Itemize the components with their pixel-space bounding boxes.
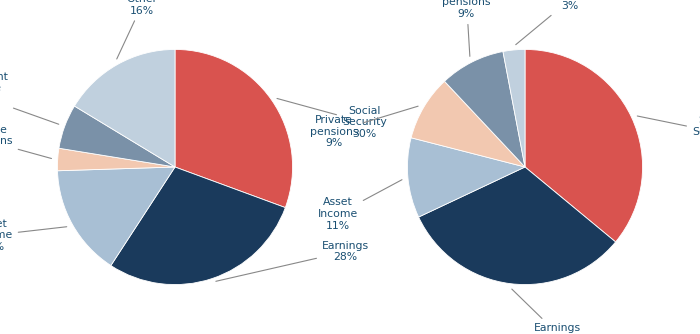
Text: Social
Security
30%: Social Security 30% [277, 99, 386, 139]
Wedge shape [411, 81, 525, 167]
Text: Asset
Income
11%: Asset Income 11% [318, 180, 402, 231]
Text: Social
Security
36%: Social Security 36% [637, 115, 700, 148]
Text: Asset
Income
15%: Asset Income 15% [0, 218, 66, 252]
Wedge shape [59, 106, 175, 167]
Text: Private
pensions
3%: Private pensions 3% [0, 125, 52, 159]
Wedge shape [175, 49, 293, 208]
Text: Earnings
32%: Earnings 32% [512, 289, 582, 334]
Wedge shape [419, 167, 615, 285]
Wedge shape [111, 167, 286, 285]
Text: Other
3%: Other 3% [516, 0, 585, 45]
Text: Other
16%: Other 16% [117, 0, 158, 59]
Text: Government
employee
pensions
6%: Government employee pensions 6% [0, 72, 59, 124]
Text: Earnings
28%: Earnings 28% [216, 241, 369, 281]
Text: Government
employee
pensions
9%: Government employee pensions 9% [433, 0, 500, 56]
Wedge shape [525, 49, 643, 242]
Wedge shape [503, 49, 525, 167]
Wedge shape [57, 167, 175, 266]
Wedge shape [444, 51, 525, 167]
Text: Private
pensions
9%: Private pensions 9% [309, 106, 418, 148]
Wedge shape [74, 49, 175, 167]
Wedge shape [57, 148, 175, 171]
Wedge shape [407, 138, 525, 217]
